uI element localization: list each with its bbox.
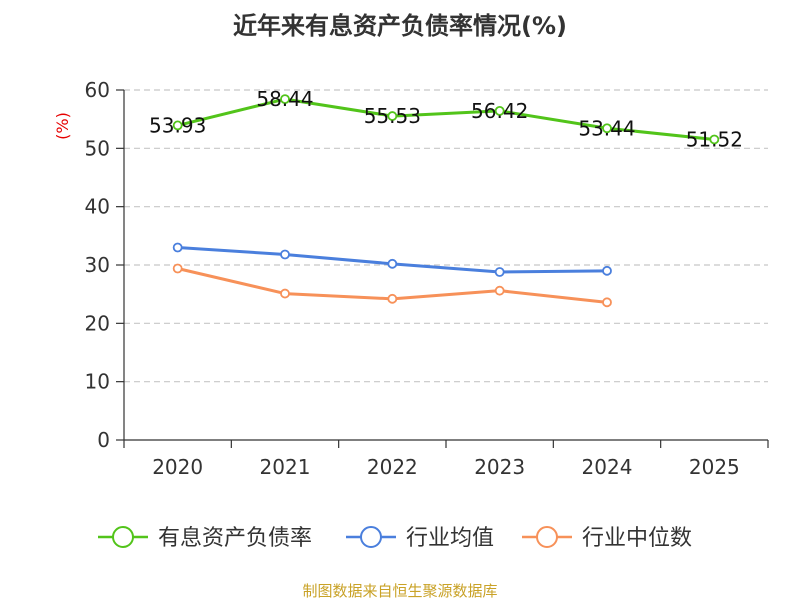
data-point-1-2020 bbox=[172, 242, 183, 253]
y-axis-unit: (%) bbox=[53, 112, 72, 140]
data-point-2-2024 bbox=[602, 297, 612, 308]
series-1 bbox=[172, 242, 612, 277]
y-tick-label-10: 10 bbox=[85, 370, 110, 394]
y-tick-label-20: 20 bbox=[85, 311, 110, 335]
data-point-0-2023 bbox=[494, 105, 505, 116]
y-tick-label-30: 30 bbox=[85, 253, 110, 277]
x-tick-label-2023: 2023 bbox=[474, 455, 525, 479]
data-point-0-2025 bbox=[709, 134, 720, 145]
legend-label-1: 行业均值 bbox=[406, 526, 494, 551]
legend-item-1: 行业均值 bbox=[346, 526, 494, 551]
series-0: 53.93 58.44 55.53 56.42 53.44 51.52 bbox=[149, 87, 743, 151]
legend-marker-2 bbox=[536, 526, 558, 548]
data-point-0-2020 bbox=[172, 120, 183, 131]
legend: 有息资产负债率 行业均值 行业中位数 bbox=[98, 526, 692, 551]
data-point-2-2022 bbox=[387, 293, 398, 304]
series-group: 53.93 58.44 55.53 56.42 53.44 51.52 bbox=[149, 87, 743, 308]
x-tick-label-2025: 2025 bbox=[689, 455, 740, 479]
x-tick-label-2021: 2021 bbox=[260, 455, 311, 479]
data-point-2-2023 bbox=[494, 285, 505, 296]
legend-marker-1 bbox=[360, 526, 382, 548]
data-point-1-2021 bbox=[280, 249, 290, 260]
y-tick-label-60: 60 bbox=[85, 78, 110, 102]
data-point-2-2021 bbox=[280, 288, 290, 299]
data-point-0-2022 bbox=[387, 111, 398, 121]
data-point-0-2021 bbox=[280, 94, 290, 104]
data-label-0-2022: 55.53 bbox=[364, 104, 421, 128]
x-tick-label-2020: 2020 bbox=[152, 455, 203, 479]
x-tick-label-2024: 2024 bbox=[582, 455, 633, 479]
legend-item-0: 有息资产负债率 bbox=[98, 526, 312, 551]
data-label-0-2023: 56.42 bbox=[471, 99, 528, 123]
data-point-1-2022 bbox=[387, 258, 398, 269]
series-line-0 bbox=[177, 97, 715, 141]
legend-label-0: 有息资产负债率 bbox=[158, 526, 312, 551]
legend-item-2: 行业中位数 bbox=[522, 526, 692, 551]
data-point-1-2023 bbox=[494, 267, 505, 277]
axes: 0 10 20 30 40 50 60 2020 2021 2022 2023 2024 2025 bbox=[85, 78, 769, 479]
data-label-0-2021: 58.44 bbox=[256, 87, 313, 111]
data-label-0-2024: 53.44 bbox=[578, 116, 635, 140]
source-note: 制图数据来自恒生聚源数据库 bbox=[302, 582, 497, 600]
y-tick-label-50: 50 bbox=[85, 136, 110, 160]
data-point-0-2024 bbox=[602, 123, 612, 134]
legend-label-2: 行业中位数 bbox=[582, 526, 692, 551]
legend-marker-0 bbox=[112, 526, 134, 548]
grid-lines bbox=[124, 89, 768, 383]
data-point-2-2020 bbox=[172, 263, 183, 274]
data-label-0-2020: 53.93 bbox=[149, 113, 206, 137]
data-label-0-2025: 51.52 bbox=[686, 127, 743, 151]
y-tick-label-0: 0 bbox=[97, 428, 110, 452]
x-tick-label-2022: 2022 bbox=[367, 455, 418, 479]
series-2 bbox=[172, 263, 612, 308]
y-tick-label-40: 40 bbox=[85, 195, 110, 219]
chart-title: 近年来有息资产负债率情况(%) bbox=[233, 12, 567, 40]
data-point-1-2024 bbox=[602, 265, 612, 276]
